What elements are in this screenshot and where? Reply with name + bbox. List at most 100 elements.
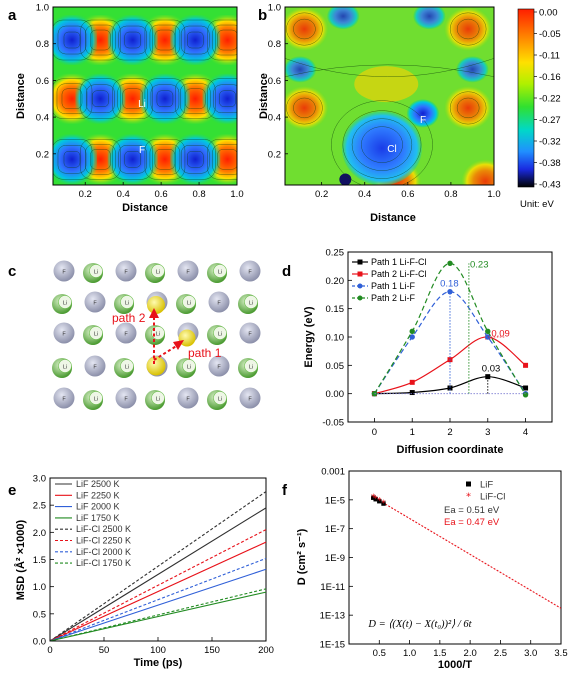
panel-d-xtick-label: 1 (410, 427, 415, 438)
panel-b-red-well (444, 85, 493, 130)
moving-li-atom-path2 (147, 296, 165, 314)
f-atom (53, 260, 75, 282)
panel-f-point: * (377, 496, 382, 506)
li-atom (58, 295, 72, 309)
li-atom-label: Li (94, 270, 98, 276)
panel-d-annotation: 0.09 (491, 329, 510, 340)
panel-d-xtick-label: 0 (372, 427, 377, 438)
panel-f-arrhenius-chart: ** * * 0.5 1.0 1.5 2.0 2.5 3.0 3.50.0011E-51E-71… (296, 467, 568, 672)
panel-a-contour-line (217, 29, 237, 51)
f-atom (177, 387, 199, 409)
li-atom (89, 264, 103, 278)
li-atom-label: Li (218, 270, 222, 276)
f-atom (53, 387, 75, 409)
colorbar-tick-label: -0.16 (539, 72, 561, 83)
panel-d-legend-marker (357, 283, 363, 289)
panel-a-contour-line (219, 90, 236, 107)
panel-e-ytick-label: 2.0 (33, 528, 46, 539)
li-atom (151, 391, 165, 405)
panel-a-contour-line (90, 29, 111, 51)
panel-f-point (381, 501, 386, 506)
panel-a-contour-line (86, 84, 115, 113)
panel-b-ytick-label: 0.4 (268, 113, 281, 124)
panel-d-ytick-label: -0.05 (322, 418, 344, 429)
li-atom (213, 264, 227, 278)
panel-b-contour-line (286, 91, 323, 125)
panel-a-ytick-label: 1.0 (36, 3, 49, 14)
panel-a-contour-line (154, 29, 176, 51)
f-atom (115, 260, 137, 282)
panel-a-blue-well (202, 73, 237, 124)
panel-d-ytick-label: 0.10 (326, 333, 345, 344)
panel-a-contour-line (63, 151, 81, 168)
panel-a-contour-line (185, 88, 206, 109)
li-atom-label: Li (63, 365, 67, 371)
colorbar-gradient (517, 8, 535, 188)
f-atom-label: F (62, 397, 66, 403)
f-atom-label: F (93, 365, 97, 371)
path-1-arrowhead (173, 340, 184, 350)
panel-a-xtick-label: 0.2 (79, 189, 92, 200)
panel-a-blue-well (75, 73, 126, 124)
panel-a-contour-line (213, 84, 237, 113)
panel-b-xtick-label: 0.2 (315, 189, 328, 200)
panel-a-blue-well (170, 134, 221, 185)
panel-a-contour-line (187, 31, 204, 49)
panel-f-point (373, 497, 378, 502)
panel-e-series-line (49, 541, 267, 642)
panel-e-ytick-label: 2.5 (33, 501, 46, 512)
panel-f-ytick-label: 1E-13 (320, 611, 345, 622)
panel-a-contour-line (217, 149, 237, 170)
li-atom (244, 359, 258, 373)
panel-d-point (447, 260, 453, 267)
f-atom (208, 291, 230, 313)
panel-f-xtick-label: 3.5 (554, 648, 567, 659)
panel-e-legend-label: LiF-Cl 1750 K (76, 558, 131, 568)
colorbar-tick-label: -0.32 (539, 137, 561, 148)
panel-e-xtick-label: 0 (47, 645, 52, 656)
li-atom-label: Li (94, 397, 98, 403)
li-atom-label: Li (249, 301, 253, 307)
f-atom-label: F (248, 270, 252, 276)
li-atom-label: Li (218, 332, 222, 338)
panel-a-contour-line (92, 90, 109, 107)
panel-d-point (409, 379, 415, 385)
panel-f-ytick-label: 1E-7 (325, 524, 345, 535)
panel-b-blue-well (285, 56, 317, 83)
li-atom-label: Li (187, 365, 191, 371)
panel-a-contour-line (85, 24, 116, 56)
panel-a-contour-line (144, 19, 186, 61)
panel-d-xtick-label: 3 (485, 427, 490, 438)
f-atom (239, 260, 261, 282)
panel-f-xlabel: 1000/T (438, 659, 473, 671)
moving-li-atom-path1 (178, 329, 196, 347)
f-atom-label: F (186, 397, 190, 403)
panel-f-equation: D = ⟨(X(t) − X(t₀))²⟩ / 6t (367, 619, 472, 630)
panel-b-xtick-label: 0.6 (401, 189, 414, 200)
panel-b-frame (284, 6, 495, 186)
panel-d-point (447, 288, 453, 295)
panel-a-contour-line (212, 24, 237, 56)
panel-a-contour-line (207, 139, 237, 180)
colorbar-tick-label: -0.43 (539, 180, 561, 191)
path-2-label: path 2 (112, 311, 146, 325)
panel-d-legend-marker (357, 271, 363, 277)
panel-a-contour-line (90, 149, 111, 170)
li-atom-label: Li (187, 301, 191, 307)
f-atom (84, 291, 106, 313)
panel-e-ytick-label: 1.0 (33, 582, 46, 593)
panel-f-ytick-label: 1E-5 (325, 495, 345, 506)
panel-a-contour-line (117, 83, 148, 114)
panel-a-contour-line (85, 144, 116, 175)
panel-a-blue-well (107, 15, 158, 66)
panel-a-blue-well (139, 73, 190, 124)
panel-b-f-label: F (420, 115, 426, 126)
panel-b-contour-line (286, 12, 323, 46)
li-atom (89, 391, 103, 405)
li-atom (213, 326, 227, 340)
panel-a-xlabel: Distance (122, 202, 168, 214)
panel-b-blue-well (327, 7, 360, 30)
path-1-arrow-line (153, 344, 179, 361)
li-atom (182, 359, 196, 373)
panel-b-f-well (406, 99, 439, 128)
